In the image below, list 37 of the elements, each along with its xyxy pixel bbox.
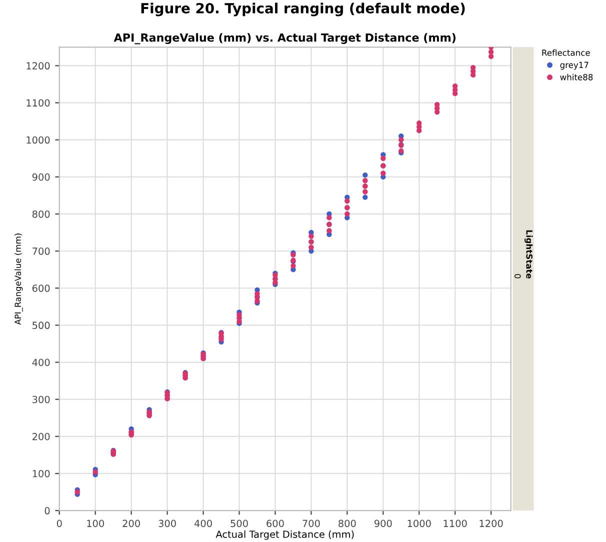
x-tick-label: 800 xyxy=(338,520,356,528)
y-tick-label: 400 xyxy=(32,358,50,366)
text: LightState xyxy=(524,230,533,278)
y-tick-label: 0 xyxy=(44,507,50,514)
x-tick-label: 700 xyxy=(302,520,320,528)
y-tick-label: 900 xyxy=(32,173,50,181)
y-tick-label: 800 xyxy=(32,210,50,218)
y-tick-label: 600 xyxy=(32,284,50,292)
y-tick-label: 100 xyxy=(32,470,50,478)
x-tick-label: 1100 xyxy=(444,520,467,528)
x-tick-label: 1200 xyxy=(480,520,503,528)
x-tick-label: 500 xyxy=(230,520,248,528)
y-tick-label: 1200 xyxy=(26,62,50,70)
y-axis-title: API_RangeValue (mm) xyxy=(14,234,23,325)
y-tick-label: 1100 xyxy=(26,99,50,107)
y-tick-label: 500 xyxy=(32,322,50,330)
point xyxy=(362,172,368,178)
y-tick-label: 700 xyxy=(32,248,50,255)
point xyxy=(362,194,368,200)
x-tick-label: 0 xyxy=(56,520,62,528)
x-tick-label: 1000 xyxy=(408,520,431,528)
x-tick-label: 400 xyxy=(194,520,212,528)
x-tick-label: 100 xyxy=(87,520,104,528)
y-tick-label: 1000 xyxy=(26,136,50,144)
chart-subtitle: API_RangeValue (mm) vs. Actual Target Distance (mm) xyxy=(114,33,456,44)
legend-title: Reflectance xyxy=(542,49,590,56)
x-tick-label: 200 xyxy=(122,520,140,528)
y-tick-label: 300 xyxy=(32,396,50,404)
x-tick-label: 900 xyxy=(374,520,392,528)
x-axis-title: Actual Target Distance (mm) xyxy=(216,530,354,540)
y-tick-label: 200 xyxy=(32,432,50,440)
legend-label: white88 xyxy=(560,74,593,80)
text: 0 xyxy=(514,274,521,278)
x-tick-label: 600 xyxy=(266,520,284,528)
x-tick-label: 300 xyxy=(158,520,176,528)
legend-label: grey17 xyxy=(560,62,588,70)
chart-title: Figure 20. Typical ranging (default mode) xyxy=(141,2,465,16)
